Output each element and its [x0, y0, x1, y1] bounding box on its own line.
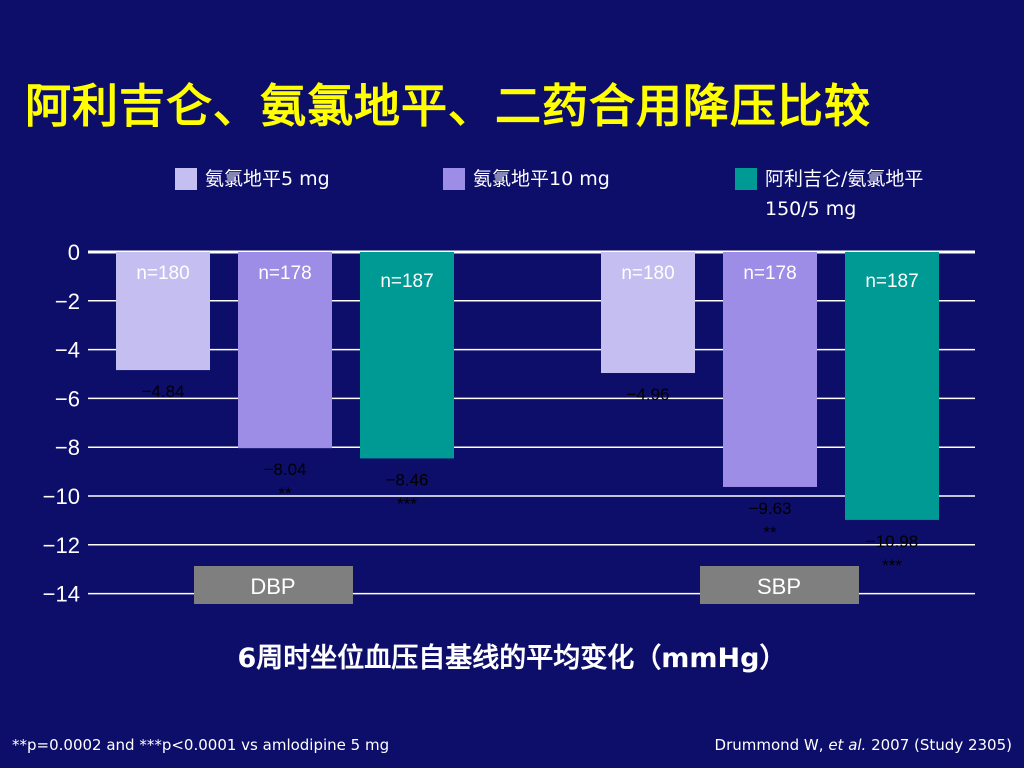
significance-label: ** [763, 523, 777, 542]
group-label: DBP [250, 574, 295, 599]
y-tick-label: −12 [43, 533, 80, 558]
value-label: −8.04 [263, 460, 306, 479]
y-tick-label: −2 [55, 289, 80, 314]
value-label: −8.46 [385, 470, 428, 489]
group-label: SBP [757, 574, 801, 599]
x-axis-caption: 6周时坐位血压自基线的平均变化（mmHg） [237, 643, 787, 674]
legend-label-combo-dose: 150/5 mg [765, 198, 857, 220]
y-tick-label: −8 [55, 435, 80, 460]
group-label-box [700, 566, 859, 604]
n-label: n=187 [865, 271, 918, 292]
n-label: n=178 [743, 263, 796, 284]
value-label: −10.98 [866, 532, 918, 551]
legend-swatch-amlodipine10 [443, 168, 465, 190]
n-label: n=180 [136, 263, 189, 284]
bar [116, 252, 210, 371]
bar [601, 252, 695, 374]
bar [723, 252, 817, 487]
value-label: −4.84 [141, 382, 184, 401]
significance-label: *** [882, 556, 902, 575]
significance-label: *** [397, 494, 417, 513]
y-tick-label: 0 [68, 240, 80, 265]
value-label: −4.96 [626, 385, 669, 404]
group-label-box [194, 566, 353, 604]
significance-footnote: **p=0.0002 and ***p<0.0001 vs amlodipine… [12, 736, 390, 754]
legend-swatch-combo [735, 168, 757, 190]
bar [360, 252, 454, 459]
legend-label-amlodipine5: 氨氯地平5 mg [205, 168, 330, 190]
citation-author: Drummond W, [714, 736, 829, 754]
y-tick-label: −4 [55, 338, 80, 363]
citation-etal: et al. [828, 736, 867, 754]
bar [845, 252, 939, 520]
citation: Drummond W, et al. 2007 (Study 2305) [715, 736, 1012, 754]
significance-label: ** [278, 484, 292, 503]
n-label: n=187 [380, 271, 433, 292]
citation-rest: 2007 (Study 2305) [866, 736, 1012, 754]
bar-chart: 0 −2 −4 −6 −8 −10 −12 −14 n=180 −4.84 n=178 −8.04 **… [43, 240, 975, 607]
bar [238, 252, 332, 449]
legend-swatch-amlodipine5 [175, 168, 197, 190]
n-label: n=178 [258, 263, 311, 284]
legend-label-combo: 阿利吉仑/氨氯地平 [765, 168, 924, 190]
y-tick-label: −6 [55, 386, 80, 411]
y-tick-label: −10 [43, 484, 80, 509]
legend-label-amlodipine10: 氨氯地平10 mg [473, 168, 610, 190]
slide-title: 阿利吉仑、氨氯地平、二药合用降压比较 [25, 79, 871, 133]
value-label: −9.63 [748, 499, 791, 518]
y-tick-label: −14 [43, 582, 80, 607]
n-label: n=180 [621, 263, 674, 284]
